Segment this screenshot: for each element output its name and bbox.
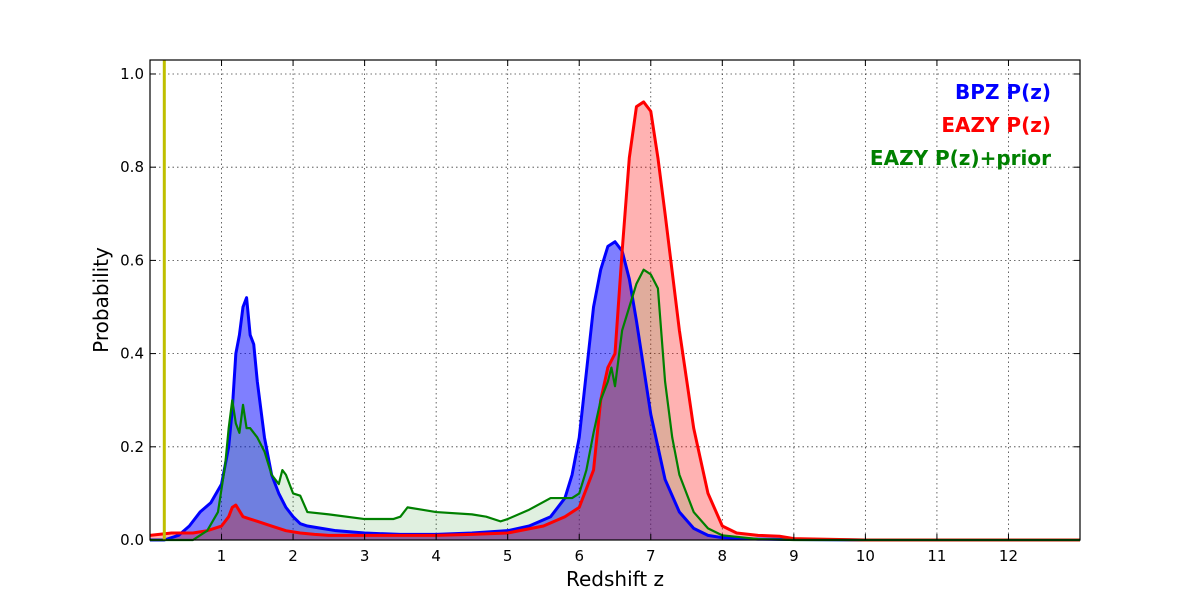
series-fill-0 bbox=[150, 241, 1080, 540]
x-tick-label: 4 bbox=[431, 547, 441, 565]
y-tick-label: 0.8 bbox=[120, 158, 144, 176]
x-tick-label: 11 bbox=[927, 547, 946, 565]
legend-entry-0: BPZ P(z) bbox=[955, 80, 1051, 104]
x-tick-label: 2 bbox=[288, 547, 298, 565]
x-tick-label: 10 bbox=[856, 547, 875, 565]
x-tick-label: 8 bbox=[718, 547, 728, 565]
y-tick-label: 1.0 bbox=[120, 65, 144, 83]
y-axis-title: Probability bbox=[89, 247, 113, 353]
x-tick-label: 7 bbox=[646, 547, 656, 565]
legend-entry-2: EAZY P(z)+prior bbox=[870, 146, 1051, 170]
axes: 1 2 3 4 5 6 7 8 9 10 11 120.00.20.40.60.81.0 bbox=[120, 59, 1081, 565]
x-tick-label: 6 bbox=[574, 547, 584, 565]
y-tick-label: 0.6 bbox=[120, 251, 144, 269]
series-fill-1 bbox=[150, 101, 1080, 540]
series-line-2 bbox=[150, 268, 1080, 542]
x-tick-label: 5 bbox=[503, 547, 513, 565]
y-tick-label: 0.4 bbox=[120, 345, 144, 363]
series-line-1 bbox=[149, 100, 1080, 542]
legend-entry-1: EAZY P(z) bbox=[941, 113, 1051, 137]
x-tick-label: 12 bbox=[999, 547, 1018, 565]
x-tick-label: 3 bbox=[360, 547, 370, 565]
series-fill-2 bbox=[150, 269, 1080, 540]
plot-area bbox=[149, 60, 1080, 542]
x-axis-title: Redshift z bbox=[566, 567, 664, 591]
x-tick-label: 9 bbox=[789, 547, 799, 565]
legend: BPZ P(z) EAZY P(z) EAZY P(z)+prior bbox=[870, 80, 1051, 170]
plot-frame bbox=[149, 59, 1081, 541]
y-tick-label: 0.2 bbox=[120, 438, 144, 456]
x-tick-label: 1 bbox=[217, 547, 227, 565]
y-tick-label: 0.0 bbox=[120, 531, 144, 549]
